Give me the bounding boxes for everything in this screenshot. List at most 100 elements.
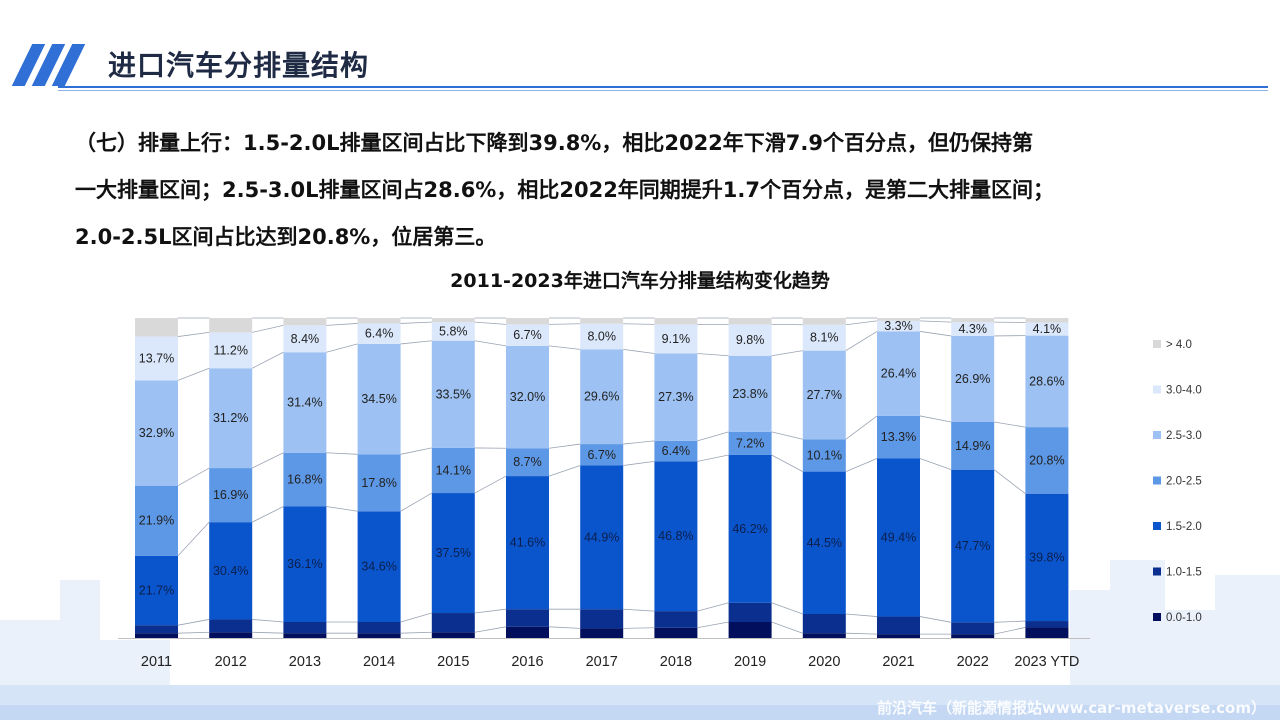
series-connector-line: [623, 323, 655, 325]
data-label: 16.8%: [287, 473, 322, 487]
legend-label: 2.5-3.0: [1166, 430, 1202, 442]
bar-segment: [580, 444, 624, 466]
bar-segment: [506, 318, 549, 325]
bar-segment: [654, 611, 698, 628]
series-connector-line: [771, 602, 803, 615]
series-connector-line: [697, 454, 729, 462]
bar-segment: [431, 318, 475, 323]
series-connector-line: [177, 631, 210, 634]
legend-label: 3.0-4.0: [1166, 385, 1202, 397]
bar-segment: [209, 632, 253, 638]
bar-segment: [1025, 318, 1069, 323]
series-connector-line: [697, 602, 729, 612]
data-label: 27.3%: [658, 390, 693, 404]
data-label: 6.4%: [662, 444, 691, 458]
bar-segment: [877, 616, 920, 635]
bar-segment: [135, 625, 178, 634]
bar-segment: [1025, 335, 1069, 428]
bar-segment: [877, 634, 920, 638]
series-connector-line: [474, 340, 507, 347]
bar-segment: [135, 555, 178, 626]
bar-segment: [506, 345, 549, 449]
data-label: 49.4%: [881, 531, 916, 545]
bar-segment: [580, 318, 624, 324]
x-tick-label: 2016: [511, 654, 543, 670]
bar-segment: [728, 622, 772, 638]
header-divider-thin: [58, 90, 1268, 91]
x-tick-label: 2021: [882, 654, 914, 670]
bar-segment: [357, 633, 401, 638]
data-label: 17.8%: [361, 476, 396, 490]
series-connector-line: [252, 324, 284, 333]
series-connector-line: [252, 452, 284, 469]
bar-segment: [728, 318, 772, 325]
data-label: 36.1%: [287, 557, 322, 571]
series-connector-line: [400, 631, 432, 634]
data-label: 32.9%: [139, 426, 174, 440]
series-connector-line: [326, 343, 358, 353]
data-label: 13.7%: [139, 351, 174, 365]
bar-segment: [357, 343, 401, 455]
bar-segment: [1025, 627, 1069, 638]
bar-segment: [431, 613, 475, 633]
series-connector-line: [845, 632, 878, 635]
series-connector-line: [623, 460, 655, 466]
bar-segment: [580, 628, 624, 638]
bar-segment: [135, 336, 178, 381]
x-tick-label: 2020: [808, 654, 840, 670]
series-connector-line: [252, 631, 284, 634]
bar-segment: [802, 439, 846, 472]
bar-segment: [431, 493, 475, 614]
x-tick-label: 2014: [363, 654, 395, 670]
data-label: 14.9%: [955, 439, 990, 453]
bar-segment: [951, 322, 995, 336]
bar-segment: [431, 322, 475, 341]
page-title: 进口汽车分排量结构: [108, 49, 370, 82]
bar-segment: [654, 324, 698, 354]
data-label: 8.1%: [810, 331, 839, 345]
series-connector-line: [845, 415, 878, 440]
bar-segment: [1025, 493, 1069, 622]
bar-segment: [283, 318, 327, 326]
series-connector-line: [771, 431, 803, 440]
series-connector-line: [400, 321, 432, 324]
bar-segment: [1025, 427, 1069, 494]
bar-segment: [728, 602, 772, 622]
header-divider: [58, 86, 1268, 88]
series-connector-line: [177, 467, 210, 487]
bar-segment: [357, 323, 401, 344]
data-label: 8.4%: [291, 332, 320, 346]
series-connector-line: [993, 469, 1026, 494]
legend-swatch: [1153, 567, 1161, 576]
data-label: 44.5%: [807, 536, 842, 550]
bar-segment: [135, 380, 178, 486]
series-connector-line: [623, 440, 655, 445]
bar-segment: [283, 622, 327, 634]
bar-segment: [283, 325, 327, 353]
data-label: 9.8%: [736, 333, 765, 347]
bar-segment: [283, 352, 327, 453]
bar-segment: [506, 448, 549, 477]
data-label: 29.6%: [584, 390, 619, 404]
series-connector-line: [177, 619, 210, 626]
bar-segment: [357, 622, 401, 634]
data-label: 46.8%: [658, 529, 693, 543]
data-label: 34.5%: [361, 392, 396, 406]
series-connector-line: [177, 521, 210, 557]
data-label: 44.9%: [584, 530, 619, 544]
series-connector-line: [400, 447, 432, 455]
data-label: 31.2%: [213, 411, 248, 425]
series-connector-line: [771, 454, 803, 472]
series-connector-line: [548, 465, 581, 477]
series-connector-line: [919, 616, 952, 623]
legend-swatch: [1153, 385, 1161, 394]
legend-swatch: [1153, 431, 1161, 439]
data-label: 31.4%: [287, 395, 322, 409]
bar-segment: [951, 318, 995, 323]
series-connector-line: [474, 608, 507, 614]
bar-segment: [580, 349, 624, 445]
series-connector-line: [919, 320, 952, 323]
bar-segment: [951, 622, 995, 635]
bar-segment: [357, 454, 401, 512]
series-connector-line: [326, 506, 358, 512]
